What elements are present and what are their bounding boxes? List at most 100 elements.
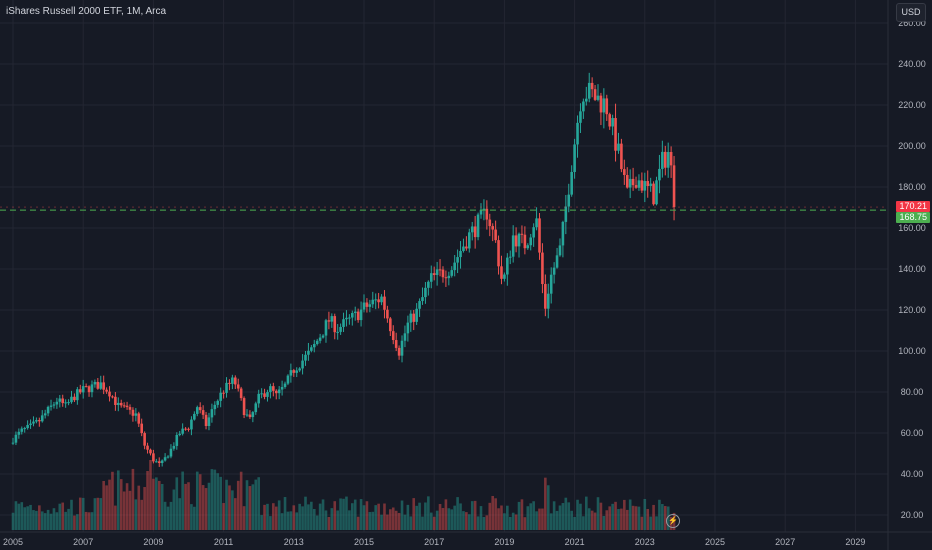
volume-bar	[333, 501, 337, 530]
candle-body	[289, 370, 293, 376]
candle-body	[608, 114, 611, 127]
candle-body	[198, 407, 202, 411]
volume-bar	[219, 476, 222, 530]
candle-body	[254, 403, 258, 413]
volume-bar	[29, 504, 32, 530]
volume-bar	[503, 513, 506, 530]
volume-bar	[661, 504, 664, 530]
x-tick-label: 2019	[494, 537, 514, 547]
candle-body	[567, 194, 571, 207]
volume-bar	[307, 504, 310, 530]
candle-body	[508, 256, 512, 258]
candle-body	[272, 386, 275, 391]
volume-bar	[108, 479, 111, 530]
lightning-icon[interactable]: ⚡	[666, 514, 680, 528]
volume-bar	[35, 510, 38, 530]
volume-bar	[406, 504, 410, 530]
volume-bar	[608, 506, 611, 530]
candle-body	[318, 337, 322, 341]
volume-bar	[602, 515, 606, 530]
y-tick-label: 200.00	[898, 141, 926, 151]
volume-bar	[342, 498, 345, 530]
y-tick-label: 20.00	[901, 510, 924, 520]
candle-body	[184, 428, 187, 430]
candle-body	[620, 143, 623, 170]
volume-bar	[239, 471, 243, 530]
currency-button[interactable]: USD	[896, 3, 926, 22]
volume-bar	[248, 486, 252, 530]
volume-bar	[427, 496, 430, 530]
candle-body	[140, 423, 143, 434]
candle-body	[576, 122, 579, 145]
volume-bar	[371, 511, 375, 530]
candle-body	[336, 331, 339, 333]
candle-body	[397, 347, 401, 356]
volume-bar	[166, 506, 170, 530]
volume-bar	[623, 499, 626, 530]
volume-bar	[532, 501, 535, 530]
candle-body	[599, 95, 603, 113]
candle-body	[573, 144, 576, 172]
volume-bar	[84, 511, 88, 530]
volume-bar	[152, 478, 155, 530]
volume-bar	[494, 498, 497, 530]
volume-bar	[456, 497, 459, 530]
volume-bar	[146, 470, 149, 530]
volume-bar	[304, 496, 307, 530]
candle-body	[178, 433, 182, 435]
x-tick-label: 2005	[3, 537, 23, 547]
volume-bar	[579, 503, 582, 530]
volume-bar	[365, 501, 369, 530]
candle-body	[11, 442, 15, 444]
volume-bar	[558, 505, 562, 530]
candle-body	[70, 396, 73, 403]
candle-body	[646, 181, 650, 187]
candle-body	[421, 297, 424, 302]
volume-bar	[14, 501, 18, 530]
volume-bar	[453, 505, 456, 530]
volume-bar	[438, 503, 442, 530]
candle-body	[415, 308, 418, 322]
volume-bar	[514, 514, 518, 530]
candle-body	[137, 413, 141, 424]
volume-bar	[400, 500, 404, 530]
candle-body	[491, 226, 494, 230]
volume-bar	[637, 506, 641, 530]
x-tick-label: 2009	[143, 537, 163, 547]
volume-bar	[564, 497, 568, 530]
candle-body	[359, 309, 363, 321]
volume-bar	[590, 510, 594, 530]
candle-body	[99, 382, 103, 389]
candle-body	[52, 404, 56, 406]
volume-bar	[397, 512, 401, 530]
volume-bar	[336, 510, 339, 530]
candle-body	[105, 389, 108, 392]
candle-body	[160, 460, 164, 464]
volume-bar	[286, 511, 290, 530]
volume-bar	[301, 506, 304, 530]
volume-bar	[289, 511, 293, 530]
candle-body	[617, 143, 620, 151]
candle-body	[526, 245, 530, 249]
candle-body	[14, 434, 18, 443]
candle-body	[520, 233, 524, 235]
candle-body	[503, 274, 506, 279]
volume-bar	[488, 502, 492, 530]
volume-bar	[587, 508, 591, 530]
volume-bar	[421, 516, 424, 530]
candle-body	[193, 413, 196, 420]
candle-body	[216, 400, 220, 405]
candle-body	[73, 396, 76, 401]
candle-body	[49, 405, 53, 407]
y-tick-label: 180.00	[898, 182, 926, 192]
candle-body	[35, 420, 38, 422]
volume-bar	[46, 509, 50, 530]
candle-body	[380, 296, 383, 303]
volume-bar	[523, 517, 527, 530]
candle-body	[146, 445, 149, 450]
volume-bar	[663, 506, 667, 530]
y-tick-label: 220.00	[898, 100, 926, 110]
candle-body	[102, 382, 105, 390]
candle-body	[149, 449, 152, 454]
